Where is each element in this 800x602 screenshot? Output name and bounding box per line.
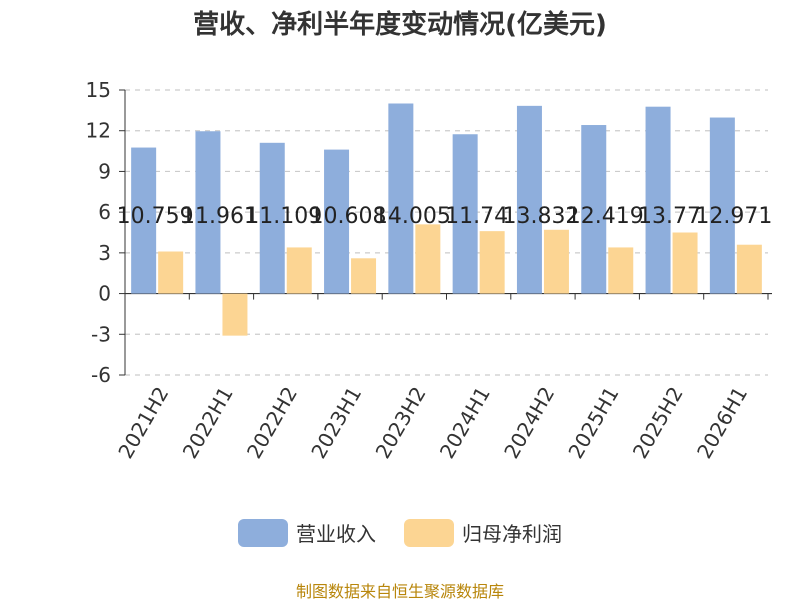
chart-title: 营收、净利半年度变动情况(亿美元) [193,10,607,40]
legend-label-net-profit: 归母净利润 [462,522,562,546]
y-tick-label: 6 [98,200,111,224]
y-tick-label: -3 [91,322,111,346]
data-label-revenue: 10.608 [310,204,387,229]
bar-revenue [131,147,157,294]
bar-net-profit [608,247,634,294]
x-tick-label: 2026H1 [692,383,752,463]
y-tick-label: 9 [98,159,111,183]
data-labels: 10.75911.96111.10910.60814.00511.7413.83… [117,204,773,229]
x-tick-label: 2023H2 [371,383,431,463]
x-tick-label: 2025H1 [563,383,623,463]
data-label-revenue: 11.961 [181,204,258,229]
legend-swatch-net-profit [404,518,454,547]
bar-net-profit [351,258,377,294]
bar-revenue [259,142,285,294]
bar-revenue [195,131,221,294]
x-tick-label: 2024H1 [435,383,495,463]
y-tick-label: -6 [91,363,111,387]
data-label-revenue: 12.419 [567,204,644,229]
x-tick-label: 2023H1 [306,383,366,463]
bar-revenue [581,125,607,294]
source-note: 制图数据来自恒生聚源数据库 [295,582,504,601]
bar-revenue [645,106,671,294]
y-tick-label: 3 [98,241,111,265]
data-label-revenue: 12.971 [695,204,772,229]
legend-item-net-profit[interactable]: 归母净利润 [404,518,562,547]
y-tick-label: 0 [98,282,111,306]
bar-revenue [324,149,350,294]
legend-label-revenue: 营业收入 [296,522,376,546]
bars [131,103,762,336]
bar-net-profit [479,231,505,294]
x-tick-label: 2021H2 [113,383,173,463]
x-tick-label: 2025H2 [628,383,688,463]
legend-item-revenue[interactable]: 营业收入 [238,518,376,547]
grid-lines [125,89,768,376]
data-label-revenue: 10.759 [117,204,194,229]
x-tick-label: 2022H1 [178,383,238,463]
bar-net-profit [543,229,569,294]
bar-revenue [388,103,414,294]
bar-revenue [516,105,542,294]
data-label-revenue: 11.109 [245,204,322,229]
bar-net-profit [736,244,762,294]
data-label-revenue: 11.74 [445,204,508,229]
bar-revenue [709,117,735,294]
legend: 营业收入 归母净利润 [0,518,800,547]
bar-net-profit [286,247,312,294]
x-tick-label: 2022H2 [242,383,302,463]
data-label-revenue: 14.005 [374,204,451,229]
data-label-revenue: 13.832 [502,204,579,229]
bar-net-profit [672,232,698,294]
bar-net-profit [158,251,184,294]
bar-net-profit [415,224,441,294]
y-tick-label: 12 [86,119,111,143]
legend-swatch-revenue [238,518,288,547]
bar-net-profit [222,293,248,336]
y-tick-label: 15 [86,78,111,102]
bar-revenue [452,134,478,294]
x-tick-label: 2024H2 [499,383,559,463]
data-label-revenue: 13.77 [638,204,701,229]
